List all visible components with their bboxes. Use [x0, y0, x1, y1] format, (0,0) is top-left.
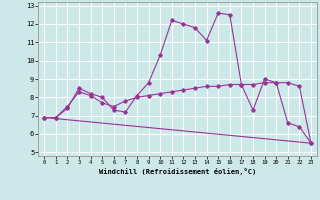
X-axis label: Windchill (Refroidissement éolien,°C): Windchill (Refroidissement éolien,°C)	[99, 168, 256, 175]
